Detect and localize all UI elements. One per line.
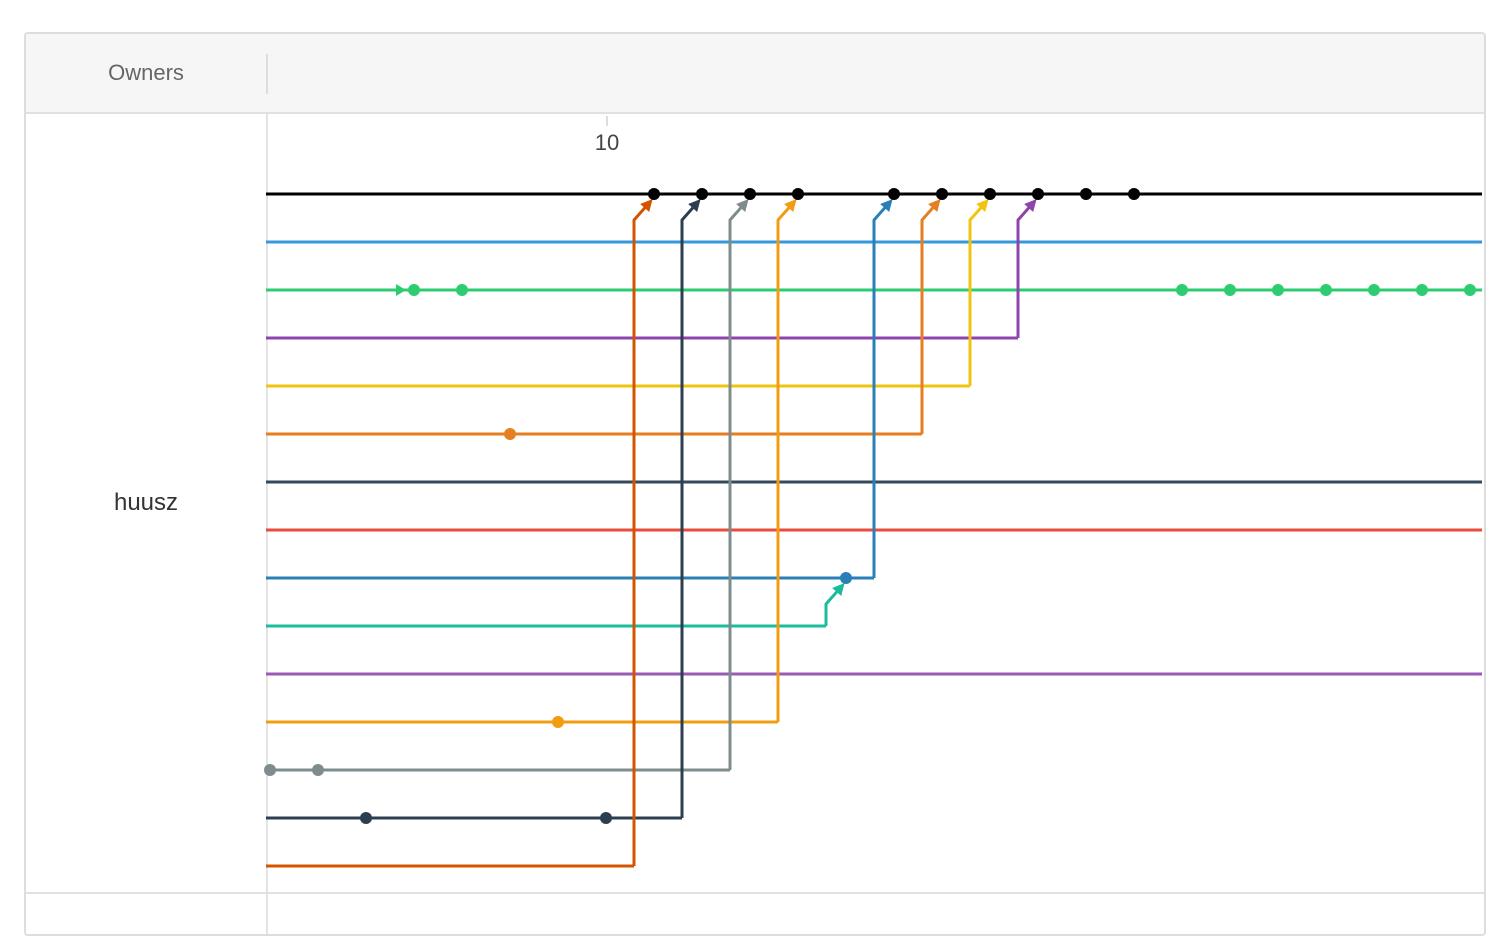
merge-arrow-icon bbox=[832, 583, 845, 596]
merge-line bbox=[776, 201, 796, 722]
commit-dot[interactable] bbox=[504, 428, 516, 440]
commit-dot[interactable] bbox=[936, 188, 948, 200]
merge-line bbox=[680, 201, 700, 818]
commit-dot[interactable] bbox=[1080, 188, 1092, 200]
merge-line bbox=[968, 201, 988, 386]
owner-name[interactable]: huusz bbox=[113, 489, 179, 516]
branch-start-arrow-icon bbox=[396, 284, 406, 296]
owner-column: huusz bbox=[26, 114, 268, 892]
commit-dot[interactable] bbox=[408, 284, 420, 296]
merge-arrow-icon bbox=[688, 199, 701, 212]
commit-dot[interactable] bbox=[312, 764, 324, 776]
commit-dot[interactable] bbox=[1128, 188, 1140, 200]
merge-arrow-icon bbox=[640, 199, 653, 212]
commit-dot[interactable] bbox=[552, 716, 564, 728]
merge-arrow-icon bbox=[880, 199, 893, 212]
commit-dot[interactable] bbox=[1224, 284, 1236, 296]
header-divider bbox=[266, 54, 268, 94]
commit-dot[interactable] bbox=[648, 188, 660, 200]
commit-dot[interactable] bbox=[984, 188, 996, 200]
commit-dot[interactable] bbox=[888, 188, 900, 200]
commit-dot[interactable] bbox=[744, 188, 756, 200]
merge-arrow-icon bbox=[736, 199, 749, 212]
timeline-tick-label: 10 bbox=[595, 130, 619, 155]
network-panel: Owners huusz bbox=[24, 32, 1486, 936]
commit-dot[interactable] bbox=[696, 188, 708, 200]
commit-dot[interactable] bbox=[600, 812, 612, 824]
merge-arrow-icon bbox=[976, 199, 989, 212]
commit-dot[interactable] bbox=[1464, 284, 1476, 296]
owner-column-divider bbox=[266, 894, 268, 934]
commit-dot[interactable] bbox=[1416, 284, 1428, 296]
commit-dots bbox=[264, 188, 1476, 824]
merge-line bbox=[872, 201, 892, 578]
commit-dot[interactable] bbox=[792, 188, 804, 200]
commit-dot[interactable] bbox=[840, 572, 852, 584]
merge-line bbox=[1016, 201, 1036, 338]
merge-arrow-icon bbox=[784, 199, 797, 212]
owners-column-header: Owners bbox=[108, 60, 184, 85]
commit-dot[interactable] bbox=[1032, 188, 1044, 200]
merge-line bbox=[920, 201, 940, 434]
table-header: Owners bbox=[26, 34, 1484, 114]
merge-connectors bbox=[632, 199, 1037, 866]
commit-dot[interactable] bbox=[456, 284, 468, 296]
commit-dot[interactable] bbox=[1176, 284, 1188, 296]
commit-dot[interactable] bbox=[1368, 284, 1380, 296]
merge-line bbox=[728, 201, 748, 770]
commit-dot[interactable] bbox=[360, 812, 372, 824]
commit-dot[interactable] bbox=[264, 764, 276, 776]
commit-dot[interactable] bbox=[1320, 284, 1332, 296]
merge-line bbox=[824, 585, 844, 626]
merge-line bbox=[632, 201, 652, 866]
merge-arrow-icon bbox=[1024, 199, 1037, 212]
commit-dot[interactable] bbox=[1272, 284, 1284, 296]
merge-arrow-icon bbox=[928, 199, 941, 212]
row-divider bbox=[26, 892, 1484, 894]
